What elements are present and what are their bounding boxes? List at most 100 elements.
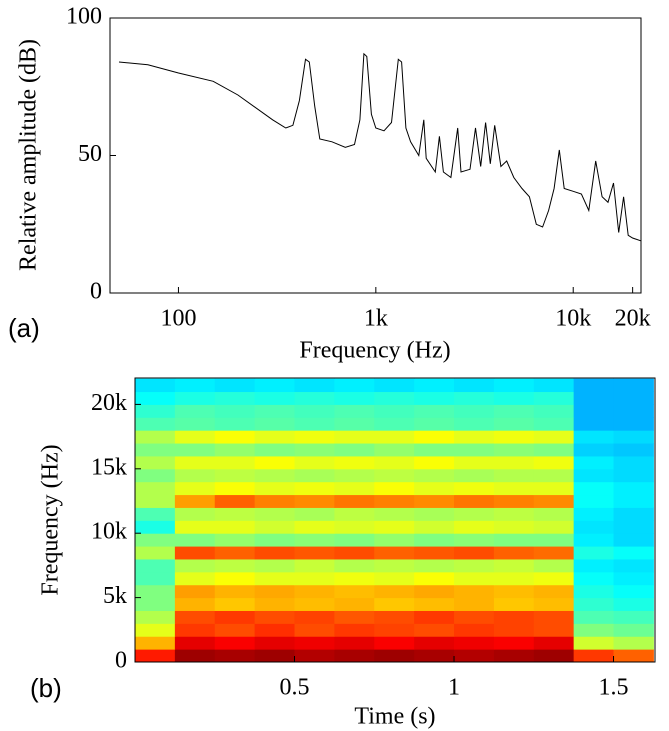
spectrogram-cell — [294, 507, 335, 521]
y-tick-label: 0 — [90, 279, 102, 305]
spectrogram-cell — [573, 391, 615, 405]
spectrogram-cell — [254, 417, 296, 431]
spectrogram-cell — [294, 584, 335, 599]
spectrogram-cell — [573, 520, 615, 534]
spectrogram-cell — [135, 494, 176, 508]
spectrogram-cell — [493, 455, 535, 470]
spectrogram-cell — [414, 649, 455, 663]
spectrogram-cell — [454, 558, 495, 573]
spectrogram-cell — [214, 468, 256, 483]
spectrogram-cell — [573, 378, 615, 393]
spectrogram-cell — [613, 623, 654, 637]
spectrogram-cell — [454, 417, 495, 431]
spectrogram-cell — [214, 546, 256, 560]
spectrogram-cell — [414, 571, 455, 586]
spectrogram-cell — [493, 468, 535, 483]
spectrogram-cell — [174, 468, 216, 483]
spectrogram-cell — [174, 430, 216, 444]
y-tick-label: 100 — [66, 4, 102, 30]
spectrogram-cell — [454, 636, 495, 650]
spectrogram-cell — [533, 455, 575, 470]
spectrogram-cell — [174, 520, 216, 534]
x-tick-label: 20k — [615, 306, 651, 332]
spectrogram-cell — [533, 623, 575, 637]
spectrogram-cell — [135, 636, 176, 650]
spectrogram-cell — [374, 610, 415, 624]
spectrogram-cell — [374, 430, 415, 444]
spectrogram-cell — [334, 430, 375, 444]
spectrogram-cell — [374, 649, 415, 663]
spectrogram-cell — [414, 558, 455, 573]
spectrogram-cell — [533, 391, 575, 405]
spectrogram-cell — [573, 610, 615, 624]
spectrogram-cell — [254, 636, 296, 650]
spectrogram-cell — [135, 571, 176, 586]
spectrogram-cell — [214, 417, 256, 431]
spectrogram-cell — [254, 520, 296, 534]
spectrogram-cell — [254, 468, 296, 483]
spectrogram-cell — [493, 597, 535, 611]
spectrogram-cell — [135, 417, 176, 431]
spectrogram-cell — [294, 520, 335, 534]
spectrogram-cell — [174, 610, 216, 624]
spectrogram-cell — [174, 507, 216, 521]
spectrogram-cell — [573, 571, 615, 586]
spectrogram-cell — [294, 378, 335, 393]
spectrogram-cell — [374, 571, 415, 586]
spectrogram-cell — [414, 378, 455, 393]
spectrogram-cell — [254, 584, 296, 599]
spectrogram-cell — [414, 584, 455, 599]
spectrogram-cell — [613, 520, 654, 534]
spectrogram-cell — [214, 455, 256, 470]
spectrogram-cell — [613, 597, 654, 611]
plot-frame — [109, 17, 642, 294]
spectrogram-cell — [493, 520, 535, 534]
y-tick-label: 0 — [115, 648, 127, 674]
spectrogram-cell — [135, 481, 176, 496]
plot-frame — [134, 377, 656, 663]
spectrogram-cell — [454, 584, 495, 599]
spectrogram-cell — [334, 520, 375, 534]
spectrogram-cell — [135, 649, 176, 663]
spectrogram-cell — [214, 533, 256, 547]
spectrogram-cell — [414, 391, 455, 405]
spectrogram-cell — [254, 558, 296, 573]
spectrogram-cell — [334, 443, 375, 457]
spectrogram-cell — [254, 597, 296, 611]
spectrogram-cell — [613, 636, 654, 650]
spectrogram-cell — [254, 391, 296, 405]
spectrogram-cell — [174, 391, 216, 405]
spectrogram-cell — [533, 468, 575, 483]
spectrogram-cell — [493, 430, 535, 444]
spectrogram-cell — [214, 584, 256, 599]
spectrogram-cell — [374, 417, 415, 431]
spectrogram-cell — [374, 391, 415, 405]
spectrogram-cell — [493, 533, 535, 547]
spectrogram-cell — [613, 468, 654, 483]
spectrogram-cell — [214, 623, 256, 637]
spectrogram-cell — [334, 597, 375, 611]
spectrogram-cell — [294, 546, 335, 560]
spectrogram-cell — [454, 533, 495, 547]
spectrogram-cell — [454, 494, 495, 508]
spectrogram-cell — [414, 597, 455, 611]
spectrogram-cell — [414, 520, 455, 534]
spectrogram-cell — [613, 443, 654, 457]
spectrogram-cell — [613, 404, 654, 418]
spectrogram-cell — [573, 455, 615, 470]
spectrogram-cell — [254, 649, 296, 663]
spectrogram-cell — [454, 546, 495, 560]
spectrogram-cell — [493, 571, 535, 586]
spectrogram-cell — [334, 404, 375, 418]
spectrogram-cell — [374, 597, 415, 611]
spectrogram-cell — [254, 430, 296, 444]
spectrogram-cell — [294, 610, 335, 624]
spectrogram-cell — [573, 417, 615, 431]
spectrogram-cell — [334, 610, 375, 624]
spectrogram-cell — [214, 649, 256, 663]
x-tick-label: 1.5 — [599, 675, 629, 701]
spectrogram-cell — [613, 417, 654, 431]
spectrogram-cell — [294, 494, 335, 508]
spectrogram-cell — [414, 623, 455, 637]
spectrogram-cell — [454, 455, 495, 470]
